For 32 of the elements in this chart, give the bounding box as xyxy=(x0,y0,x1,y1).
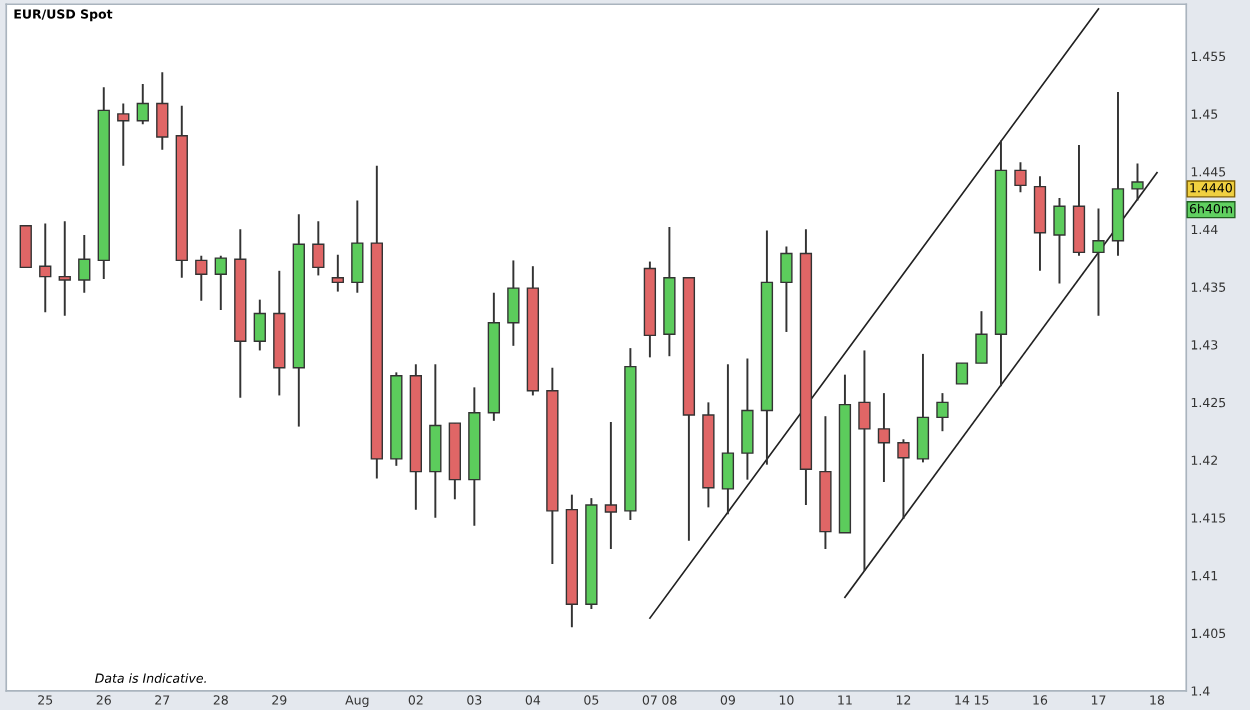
candlestick xyxy=(214,254,227,312)
candlestick xyxy=(936,392,949,433)
candlestick xyxy=(58,220,71,317)
candlestick xyxy=(916,352,930,464)
candlestick xyxy=(19,225,32,269)
candlestick xyxy=(975,310,988,365)
candlestick xyxy=(955,362,969,385)
candlestick xyxy=(136,82,149,126)
candlestick xyxy=(78,234,91,294)
candlestick xyxy=(507,259,520,347)
candlestick xyxy=(741,357,754,481)
candlestick xyxy=(858,349,871,572)
candlestick xyxy=(1033,175,1047,272)
candlestick xyxy=(39,222,52,314)
candlestick xyxy=(721,363,735,516)
candlestick xyxy=(1092,207,1105,317)
candlestick xyxy=(312,220,325,277)
candlestick xyxy=(429,363,442,519)
candlestick xyxy=(780,245,793,333)
candlestick xyxy=(1014,161,1027,194)
candlestick xyxy=(877,392,891,483)
candlestick xyxy=(1053,197,1066,285)
candlestick xyxy=(253,298,266,352)
candlestick xyxy=(156,71,169,151)
candlestick xyxy=(331,253,344,293)
candlestick xyxy=(897,438,910,520)
candlestick xyxy=(351,199,364,294)
candlestick xyxy=(1072,144,1086,257)
candlestick xyxy=(1131,162,1144,202)
candlestick xyxy=(604,421,618,550)
candlestick xyxy=(117,102,130,167)
candlestick xyxy=(195,254,208,302)
